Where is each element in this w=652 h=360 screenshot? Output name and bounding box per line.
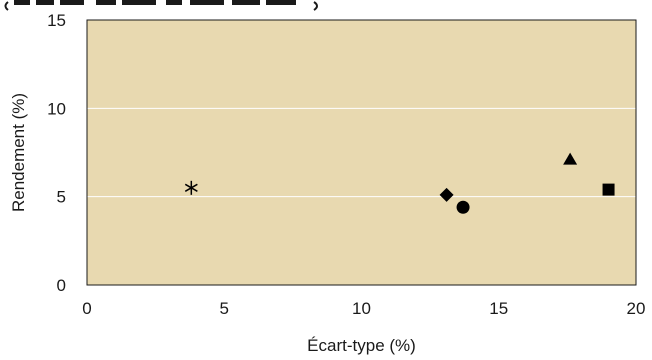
y-tick-label: 15 <box>47 11 66 30</box>
diamond-point <box>439 187 454 202</box>
y-tick-label: 10 <box>47 99 66 118</box>
gridlines <box>87 107 636 198</box>
circle-point <box>456 200 470 214</box>
data-points <box>184 152 615 214</box>
x-tick-label: 0 <box>82 299 91 318</box>
y-tick-label: 5 <box>57 188 66 207</box>
y-axis-ticks: 0 5 10 15 <box>47 11 66 295</box>
cropped-caption-fragment <box>4 0 318 11</box>
x-tick-label: 20 <box>627 299 646 318</box>
x-tick-label: 5 <box>220 299 229 318</box>
plot-area <box>87 20 636 285</box>
y-axis-label: Rendement (%) <box>9 93 28 212</box>
asterisk-point <box>184 180 198 195</box>
plot-frame <box>86 19 637 286</box>
x-tick-label: 10 <box>352 299 371 318</box>
square-point <box>602 183 615 196</box>
triangle-point <box>563 152 578 165</box>
x-axis-ticks: 0 5 10 15 20 <box>82 299 645 318</box>
x-axis-label: Écart-type (%) <box>307 336 416 355</box>
y-tick-label: 0 <box>57 276 66 295</box>
x-tick-label: 15 <box>489 299 508 318</box>
